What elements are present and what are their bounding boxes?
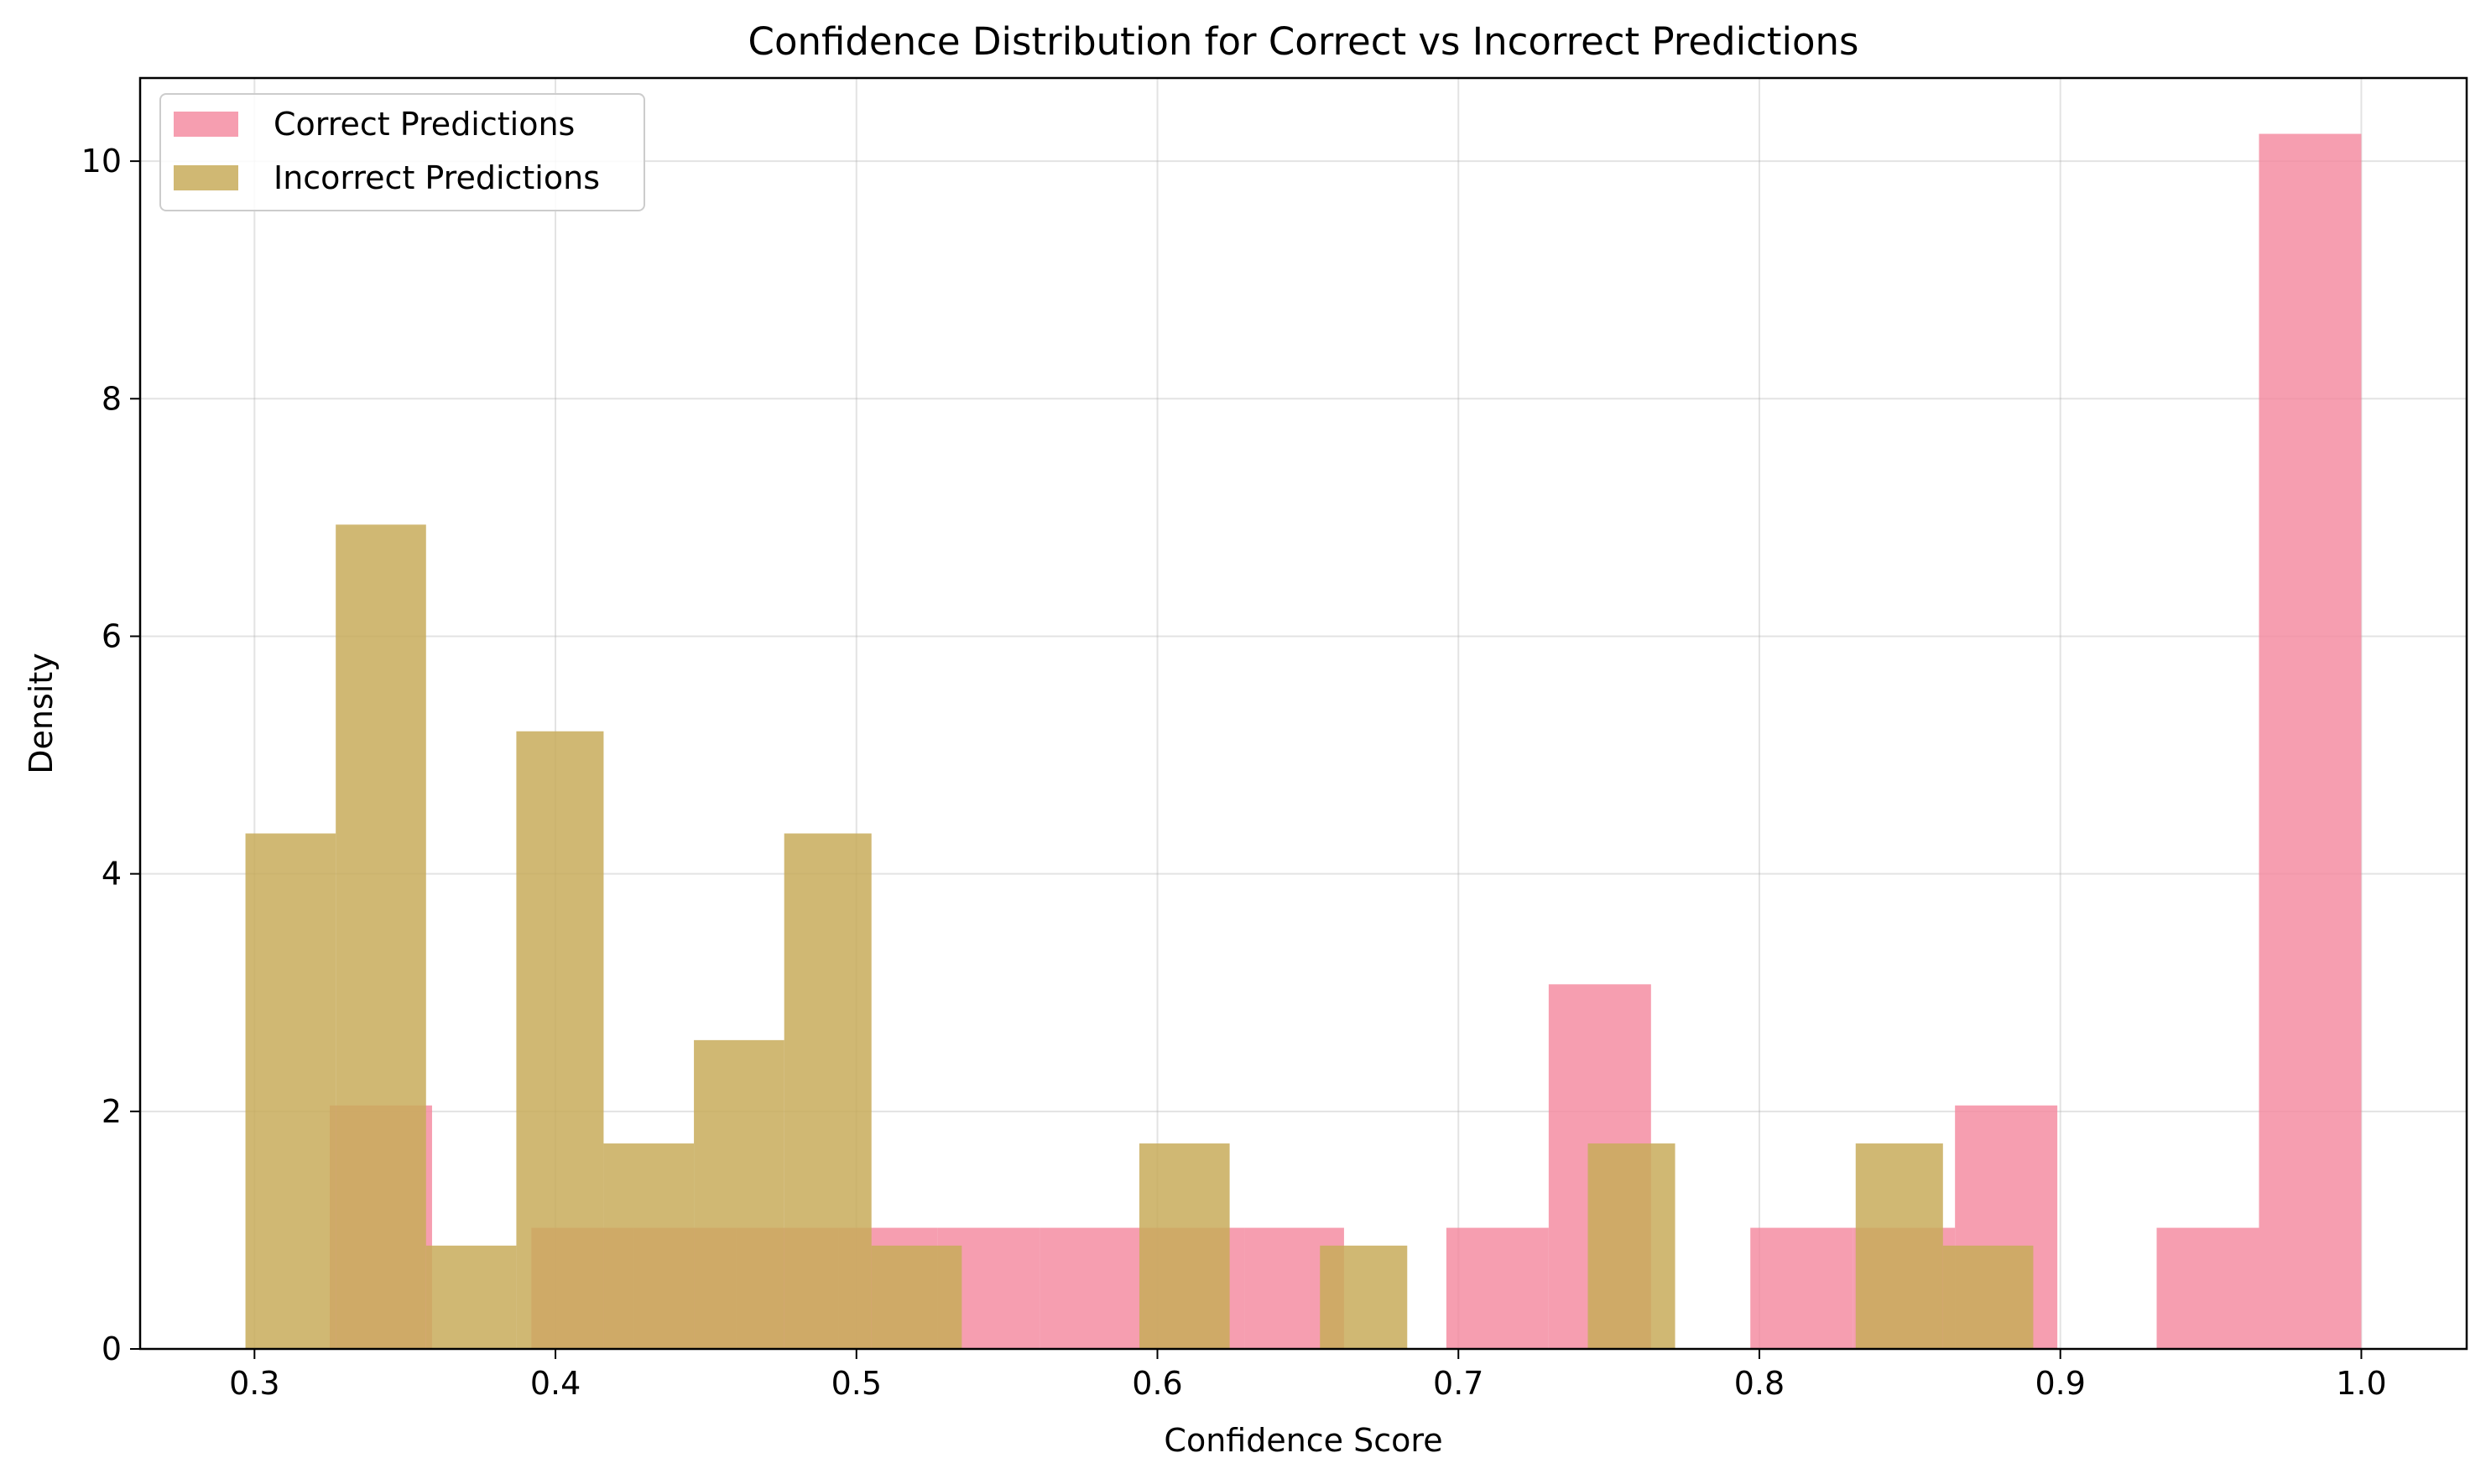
incorrect-predictions-bar [245, 833, 336, 1349]
legend-label-correct: Correct Predictions [274, 106, 575, 143]
correct-predictions-bar [2156, 1227, 2259, 1349]
incorrect-predictions-bar [1587, 1143, 1675, 1349]
legend: Correct Predictions Incorrect Predictions [159, 93, 645, 211]
correct-predictions-bar [1040, 1227, 1143, 1349]
plot-area [140, 78, 2467, 1349]
x-tick-label: 0.4 [530, 1365, 581, 1402]
x-tick-label: 0.5 [831, 1365, 882, 1402]
x-tick-label: 1.0 [2336, 1365, 2386, 1402]
x-tick-label: 0.8 [1734, 1365, 1785, 1402]
x-tick-label: 0.3 [229, 1365, 279, 1402]
y-tick-label: 10 [81, 143, 122, 180]
legend-box [159, 93, 645, 211]
plot-frame [138, 76, 2468, 1351]
x-tick-label: 0.6 [1132, 1365, 1182, 1402]
y-tick-label: 0 [102, 1330, 122, 1367]
incorrect-predictions-bar [871, 1245, 962, 1349]
y-tick-label: 2 [102, 1093, 122, 1130]
legend-label-incorrect: Incorrect Predictions [274, 159, 600, 196]
incorrect-predictions-bar [516, 731, 604, 1349]
incorrect-predictions-bar [1942, 1245, 2034, 1349]
incorrect-predictions-bar [784, 833, 872, 1349]
y-axis-title: Density [23, 653, 60, 773]
x-tick-label: 0.7 [1433, 1365, 1483, 1402]
histogram-bars [245, 133, 2362, 1349]
x-axis-ticks: 0.3 0.4 0.5 0.6 0.7 0.8 0.9 1.0 [229, 1349, 2387, 1402]
incorrect-predictions-bar [336, 524, 426, 1349]
correct-predictions-bar [1446, 1227, 1549, 1349]
incorrect-predictions-bar [1320, 1245, 1408, 1349]
incorrect-predictions-bar [1855, 1143, 1943, 1349]
correct-predictions-bar [1750, 1227, 1853, 1349]
incorrect-predictions-bar [603, 1143, 695, 1349]
y-tick-label: 6 [102, 617, 122, 654]
incorrect-predictions-bar [425, 1245, 517, 1349]
x-tick-label: 0.9 [2035, 1365, 2085, 1402]
incorrect-predictions-bar [1139, 1143, 1230, 1349]
legend-swatch-incorrect [174, 165, 238, 190]
correct-predictions-bar [2259, 133, 2362, 1349]
incorrect-predictions-bar [694, 1039, 784, 1349]
y-tick-label: 8 [102, 380, 122, 417]
y-axis-ticks: 0 2 4 6 8 10 [81, 143, 140, 1367]
legend-swatch-correct [174, 112, 238, 137]
y-tick-label: 4 [102, 856, 122, 893]
chart-title: Confidence Distribution for Correct vs I… [748, 19, 1859, 64]
x-axis-title: Confidence Score [1164, 1422, 1442, 1459]
